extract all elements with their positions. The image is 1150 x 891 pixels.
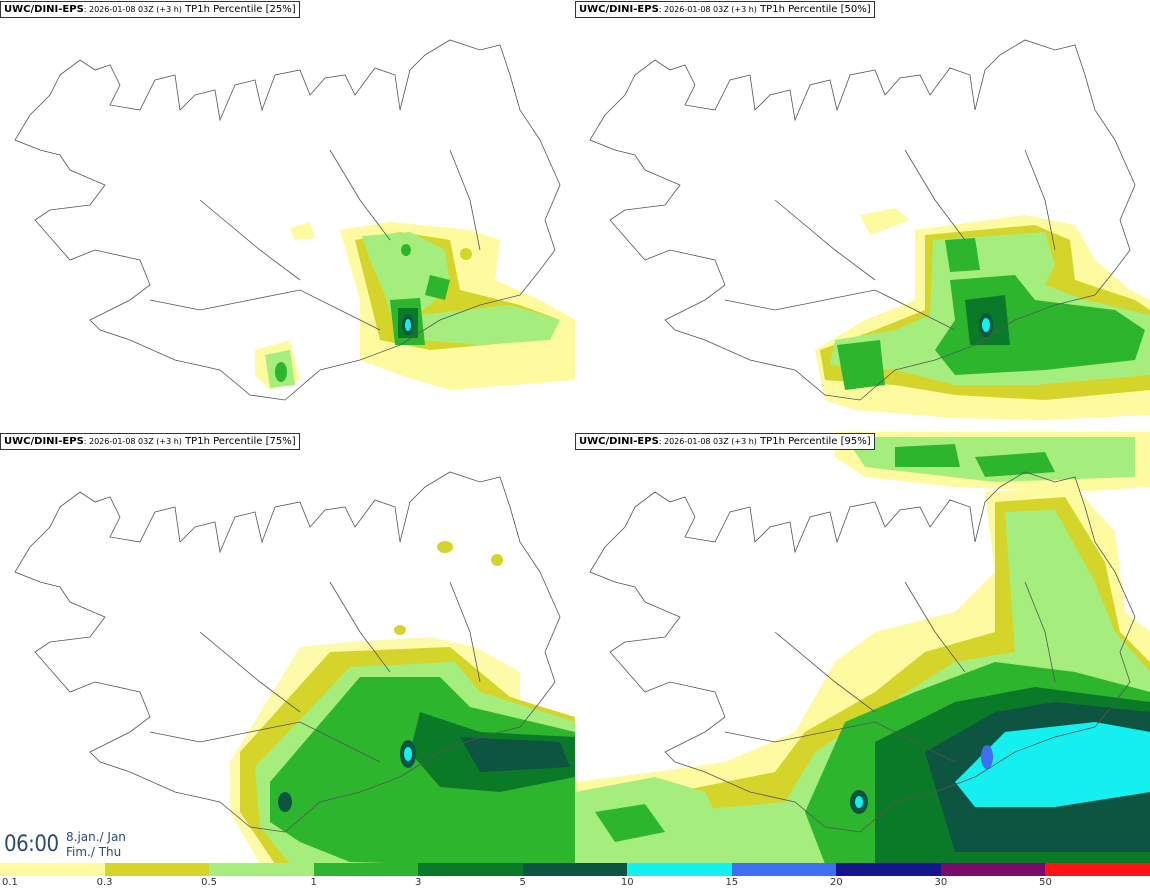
panel-title: UWC/DINI-EPS: 2026-01-08 03Z (+3 h) TP1h… bbox=[575, 1, 875, 18]
legend-tick-label: 1 bbox=[310, 877, 317, 888]
map-canvas bbox=[575, 432, 1150, 864]
legend-tick-label: 30 bbox=[934, 877, 948, 888]
legend-swatch bbox=[104, 863, 210, 876]
legend-swatch bbox=[1045, 863, 1150, 876]
valid-time: 06:00 bbox=[4, 832, 59, 857]
legend-swatch bbox=[313, 863, 419, 876]
legend-swatch bbox=[731, 863, 837, 876]
legend-tick-label: 0.5 bbox=[201, 877, 218, 888]
coastline bbox=[14, 39, 561, 401]
legend-tick-label: 0.1 bbox=[2, 877, 18, 888]
legend-swatch bbox=[627, 863, 732, 876]
coastline bbox=[589, 39, 1136, 401]
panel-title: UWC/DINI-EPS: 2026-01-08 03Z (+3 h) TP1h… bbox=[0, 1, 300, 18]
map-panel-p50: UWC/DINI-EPS: 2026-01-08 03Z (+3 h) TP1h… bbox=[575, 0, 1150, 432]
legend-swatch bbox=[0, 863, 105, 876]
map-canvas bbox=[14, 39, 575, 401]
coastline bbox=[589, 471, 1136, 833]
legend-swatch bbox=[836, 863, 941, 876]
legend-swatch bbox=[940, 863, 1046, 876]
panel-title: UWC/DINI-EPS: 2026-01-08 03Z (+3 h) TP1h… bbox=[0, 433, 300, 450]
legend-tick-label: 5 bbox=[519, 877, 526, 888]
map-panel-p75: UWC/DINI-EPS: 2026-01-08 03Z (+3 h) TP1h… bbox=[0, 432, 575, 864]
map-panel-p25: UWC/DINI-EPS: 2026-01-08 03Z (+3 h) TP1h… bbox=[0, 0, 575, 432]
legend-tick-label: 10 bbox=[620, 877, 634, 888]
legend-tick-label: 50 bbox=[1039, 877, 1052, 888]
legend-tick-label: 15 bbox=[725, 877, 739, 888]
legend-colorbar bbox=[0, 863, 1150, 876]
coastline bbox=[14, 471, 561, 833]
precip-field bbox=[815, 208, 1150, 420]
legend-swatch bbox=[418, 863, 523, 876]
map-canvas bbox=[589, 39, 1150, 420]
precip-field bbox=[255, 222, 575, 390]
precip-field bbox=[230, 541, 575, 864]
valid-date: 8.jan./ Jan bbox=[66, 830, 126, 844]
valid-weekday: Fim./ Thu bbox=[66, 845, 122, 859]
legend-swatch bbox=[522, 863, 628, 876]
map-panel-p95: UWC/DINI-EPS: 2026-01-08 03Z (+3 h) TP1h… bbox=[575, 432, 1150, 864]
legend-swatch bbox=[209, 863, 314, 876]
legend-ticks: 0.1 0.3 0.5 1 3 5 10 15 20 30 50 bbox=[0, 877, 1150, 891]
legend-tick-label: 0.3 bbox=[96, 877, 113, 888]
panel-title: UWC/DINI-EPS: 2026-01-08 03Z (+3 h) TP1h… bbox=[575, 433, 875, 450]
legend-tick-label: 20 bbox=[829, 877, 843, 888]
precip-field bbox=[575, 432, 1150, 864]
map-canvas bbox=[14, 471, 575, 864]
legend-tick-label: 3 bbox=[414, 877, 422, 888]
valid-time-box: 06:00 8.jan./ Jan Fim./ Thu bbox=[0, 826, 130, 863]
